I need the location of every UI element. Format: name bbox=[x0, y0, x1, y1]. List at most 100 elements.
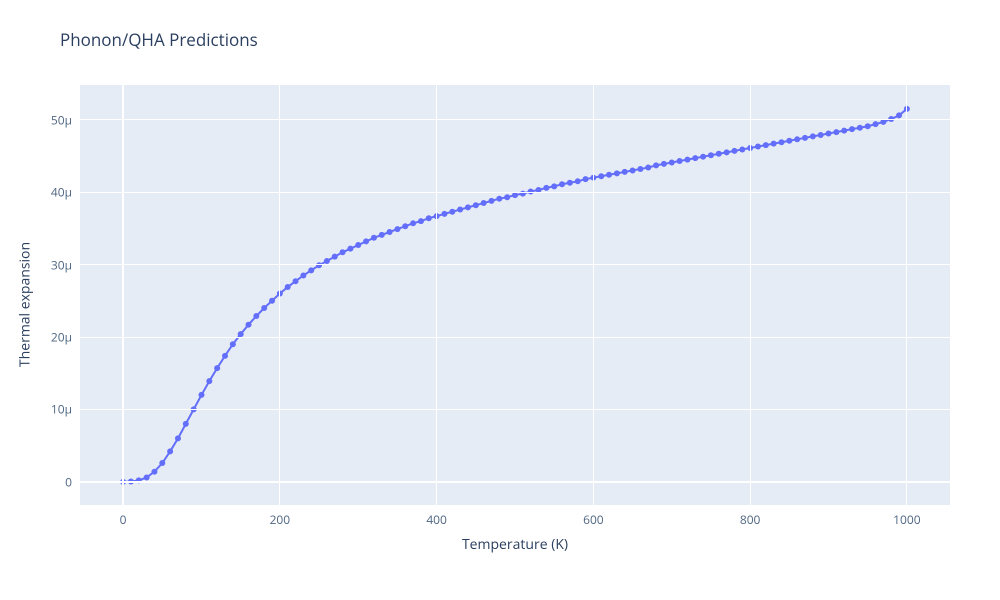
series-marker[interactable] bbox=[222, 353, 228, 359]
series-marker[interactable] bbox=[645, 165, 651, 171]
series-marker[interactable] bbox=[324, 258, 330, 264]
series-marker[interactable] bbox=[175, 435, 181, 441]
chart-svg bbox=[0, 0, 1000, 600]
series-marker[interactable] bbox=[371, 235, 377, 241]
series-marker[interactable] bbox=[504, 194, 510, 200]
series-marker[interactable] bbox=[347, 246, 353, 252]
series-marker[interactable] bbox=[692, 155, 698, 161]
series-marker[interactable] bbox=[418, 218, 424, 224]
series-marker[interactable] bbox=[340, 249, 346, 255]
series-marker[interactable] bbox=[794, 136, 800, 142]
series-marker[interactable] bbox=[230, 341, 236, 347]
series-marker[interactable] bbox=[246, 322, 252, 328]
series-marker[interactable] bbox=[755, 144, 761, 150]
series-marker[interactable] bbox=[308, 267, 314, 273]
series-marker[interactable] bbox=[285, 284, 291, 290]
series-marker[interactable] bbox=[575, 178, 581, 184]
series-marker[interactable] bbox=[379, 232, 385, 238]
series-marker[interactable] bbox=[857, 125, 863, 131]
series-marker[interactable] bbox=[441, 211, 447, 217]
series-marker[interactable] bbox=[896, 112, 902, 118]
series-marker[interactable] bbox=[716, 151, 722, 157]
series-marker[interactable] bbox=[630, 167, 636, 173]
series-marker[interactable] bbox=[763, 142, 769, 148]
series-marker[interactable] bbox=[818, 132, 824, 138]
series-marker[interactable] bbox=[778, 139, 784, 145]
series-marker[interactable] bbox=[622, 169, 628, 175]
x-tick-label: 200 bbox=[270, 511, 291, 528]
series-marker[interactable] bbox=[332, 254, 338, 260]
y-tick-label: 20μ bbox=[51, 329, 72, 346]
x-axis-title: Temperature (K) bbox=[462, 535, 568, 554]
series-marker[interactable] bbox=[567, 180, 573, 186]
series-marker[interactable] bbox=[488, 198, 494, 204]
series-marker[interactable] bbox=[700, 154, 706, 160]
series-marker[interactable] bbox=[457, 207, 463, 213]
y-gridline bbox=[80, 192, 950, 193]
series-marker[interactable] bbox=[724, 149, 730, 155]
series-marker[interactable] bbox=[543, 185, 549, 191]
series-marker[interactable] bbox=[144, 474, 150, 480]
series-marker[interactable] bbox=[833, 129, 839, 135]
x-tick-label: 800 bbox=[740, 511, 761, 528]
series-marker[interactable] bbox=[802, 135, 808, 141]
y-tick-label: 10μ bbox=[51, 401, 72, 418]
chart-container: Phonon/QHA Predictions Temperature (K) T… bbox=[0, 0, 1000, 600]
series-marker[interactable] bbox=[786, 138, 792, 144]
y-tick-label: 50μ bbox=[51, 111, 72, 128]
series-marker[interactable] bbox=[183, 421, 189, 427]
series-marker[interactable] bbox=[669, 159, 675, 165]
series-marker[interactable] bbox=[167, 448, 173, 454]
series-marker[interactable] bbox=[293, 278, 299, 284]
series-marker[interactable] bbox=[873, 121, 879, 127]
series-marker[interactable] bbox=[198, 392, 204, 398]
series-marker[interactable] bbox=[426, 215, 432, 221]
series-marker[interactable] bbox=[739, 146, 745, 152]
series-marker[interactable] bbox=[402, 223, 408, 229]
series-marker[interactable] bbox=[512, 192, 518, 198]
series-marker[interactable] bbox=[865, 123, 871, 129]
series-marker[interactable] bbox=[771, 141, 777, 147]
series-marker[interactable] bbox=[387, 229, 393, 235]
series-marker[interactable] bbox=[473, 202, 479, 208]
series-marker[interactable] bbox=[151, 469, 157, 475]
y-axis-title: Thermal expansion bbox=[16, 242, 35, 367]
series-marker[interactable] bbox=[300, 272, 306, 278]
series-marker[interactable] bbox=[465, 204, 471, 210]
series-marker[interactable] bbox=[583, 176, 589, 182]
series-marker[interactable] bbox=[206, 378, 212, 384]
series-marker[interactable] bbox=[394, 226, 400, 232]
x-gridline bbox=[436, 85, 437, 505]
series-marker[interactable] bbox=[269, 298, 275, 304]
series-marker[interactable] bbox=[677, 158, 683, 164]
series-marker[interactable] bbox=[481, 200, 487, 206]
x-gridline bbox=[750, 85, 751, 505]
series-marker[interactable] bbox=[826, 131, 832, 137]
series-marker[interactable] bbox=[614, 170, 620, 176]
series-marker[interactable] bbox=[684, 157, 690, 163]
series-marker[interactable] bbox=[363, 238, 369, 244]
series-marker[interactable] bbox=[606, 172, 612, 178]
series-marker[interactable] bbox=[731, 148, 737, 154]
series-marker[interactable] bbox=[253, 313, 259, 319]
series-marker[interactable] bbox=[261, 305, 267, 311]
series-marker[interactable] bbox=[653, 162, 659, 168]
series-marker[interactable] bbox=[637, 166, 643, 172]
series-marker[interactable] bbox=[661, 161, 667, 167]
series-marker[interactable] bbox=[708, 152, 714, 158]
series-marker[interactable] bbox=[496, 196, 502, 202]
series-marker[interactable] bbox=[355, 242, 361, 248]
series-marker[interactable] bbox=[849, 126, 855, 132]
series-marker[interactable] bbox=[410, 220, 416, 226]
y-tick-label: 0 bbox=[65, 473, 72, 490]
series-marker[interactable] bbox=[214, 365, 220, 371]
series-marker[interactable] bbox=[159, 460, 165, 466]
series-marker[interactable] bbox=[810, 133, 816, 139]
series-marker[interactable] bbox=[841, 128, 847, 134]
x-tick-label: 400 bbox=[426, 511, 447, 528]
x-gridline bbox=[279, 85, 280, 505]
series-marker[interactable] bbox=[598, 173, 604, 179]
series-marker[interactable] bbox=[559, 181, 565, 187]
series-marker[interactable] bbox=[449, 209, 455, 215]
series-marker[interactable] bbox=[551, 183, 557, 189]
